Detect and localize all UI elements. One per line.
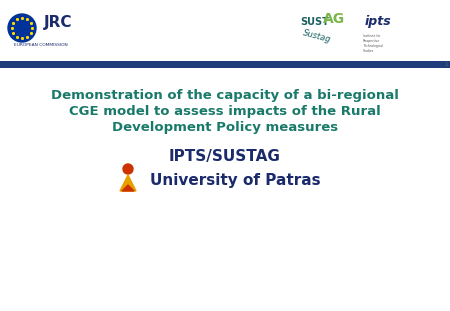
Bar xyxy=(0,61,450,68)
Text: Institute for
Prospective
Technological
Studies: Institute for Prospective Technological … xyxy=(363,34,383,53)
Text: CGE model to assess impacts of the Rural: CGE model to assess impacts of the Rural xyxy=(69,104,381,118)
Text: 1: 1 xyxy=(445,62,448,67)
Text: ipts: ipts xyxy=(365,16,392,29)
Text: SUST: SUST xyxy=(300,17,329,27)
Text: Demonstration of the capacity of a bi-regional: Demonstration of the capacity of a bi-re… xyxy=(51,89,399,101)
Text: IPTS/SUSTAG: IPTS/SUSTAG xyxy=(169,150,281,165)
Text: Development Policy measures: Development Policy measures xyxy=(112,120,338,133)
Circle shape xyxy=(8,14,36,42)
Text: AG: AG xyxy=(323,12,345,26)
Text: University of Patras: University of Patras xyxy=(150,173,320,188)
Polygon shape xyxy=(120,175,136,191)
Polygon shape xyxy=(122,185,134,191)
Text: Sustag: Sustag xyxy=(302,28,332,44)
Text: JRC: JRC xyxy=(44,16,72,30)
Text: EUROPEAN COMMISSION: EUROPEAN COMMISSION xyxy=(14,43,68,47)
Circle shape xyxy=(123,164,133,174)
